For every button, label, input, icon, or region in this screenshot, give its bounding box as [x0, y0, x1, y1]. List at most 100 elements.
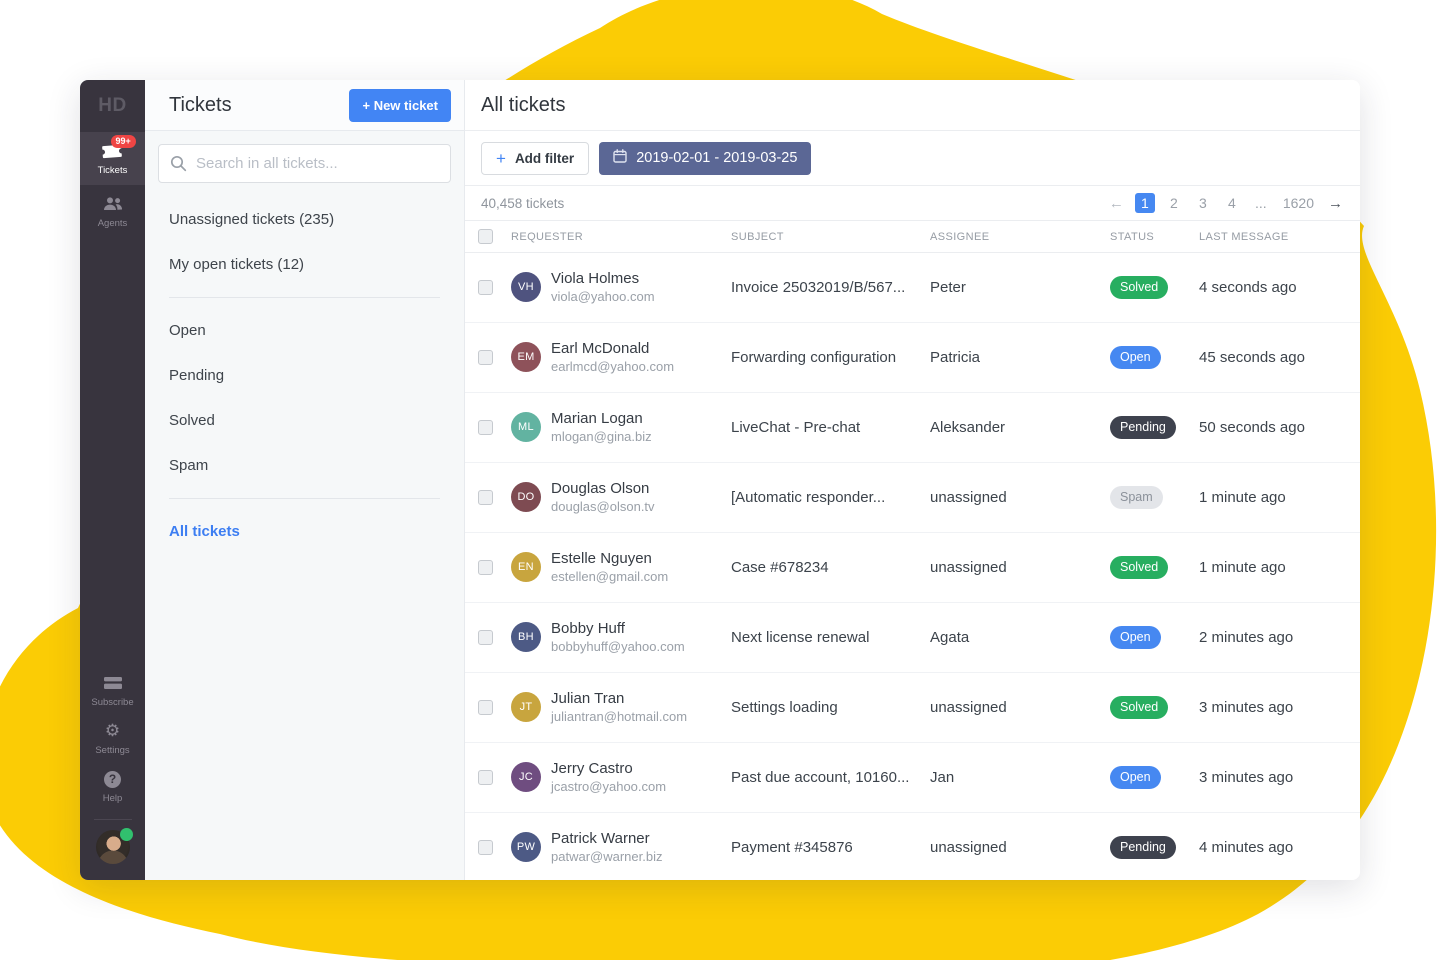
nav-item-agents[interactable]: Agents	[80, 185, 145, 238]
nav-item-help[interactable]: ? Help	[80, 763, 145, 811]
table-row[interactable]: ML Marian Logan mlogan@gina.biz LiveChat…	[465, 393, 1360, 463]
sidebar-item-open[interactable]: Open	[169, 322, 206, 339]
requester-avatar: EN	[511, 552, 541, 583]
requester-avatar: JC	[511, 762, 541, 793]
last-message-time: 3 minutes ago	[1199, 769, 1294, 786]
ticket-subject: Past due account, 10160...	[731, 769, 910, 786]
nav-item-label: Subscribe	[91, 697, 134, 708]
requester-name: Bobby Huff	[551, 620, 625, 638]
row-checkbox[interactable]	[478, 700, 493, 715]
plus-icon: +	[496, 148, 506, 168]
table-row[interactable]: BH Bobby Huff bobbyhuff@yahoo.com Next l…	[465, 603, 1360, 673]
ticket-subject: Forwarding configuration	[731, 349, 897, 366]
subscribe-card-icon	[103, 674, 123, 692]
row-checkbox[interactable]	[478, 840, 493, 855]
nav-item-settings[interactable]: ⚙ Settings	[80, 715, 145, 763]
select-all-checkbox[interactable]	[478, 229, 493, 244]
row-checkbox[interactable]	[478, 630, 493, 645]
ticket-subject: [Automatic responder...	[731, 489, 886, 506]
requester-avatar: EM	[511, 342, 541, 373]
main-content: All tickets + Add filter	[465, 80, 1360, 880]
row-checkbox[interactable]	[478, 420, 493, 435]
row-checkbox[interactable]	[478, 350, 493, 365]
ticket-subject: Invoice 25032019/B/567...	[731, 279, 906, 296]
ticket-subject: Payment #345876	[731, 839, 853, 856]
date-range-filter[interactable]: 2019-02-01 - 2019-03-25	[599, 141, 812, 175]
calendar-icon	[613, 149, 627, 167]
page-button-4[interactable]: 4	[1227, 195, 1236, 211]
table-row[interactable]: EM Earl McDonald earlmcd@yahoo.com Forwa…	[465, 323, 1360, 393]
nav-item-subscribe[interactable]: Subscribe	[80, 667, 145, 715]
ticket-subject: Next license renewal	[731, 629, 870, 646]
table-row[interactable]: PW Patrick Warner patwar@warner.biz Paym…	[465, 813, 1360, 880]
last-message-time: 4 seconds ago	[1199, 279, 1297, 296]
help-icon: ?	[104, 770, 121, 788]
column-header-assignee: ASSIGNEE	[930, 230, 990, 243]
status-badge: Pending	[1110, 416, 1176, 439]
page-button-2[interactable]: 2	[1169, 195, 1178, 211]
requester-name: Julian Tran	[551, 690, 625, 708]
requester-email: estellen@gmail.com	[551, 568, 669, 584]
row-checkbox[interactable]	[478, 280, 493, 295]
page-button-3[interactable]: 3	[1198, 195, 1207, 211]
sidebar-item-solved[interactable]: Solved	[169, 412, 215, 429]
status-badge: Open	[1110, 346, 1161, 369]
search-icon	[170, 155, 187, 177]
status-badge: Pending	[1110, 836, 1176, 859]
ticket-assignee: Agata	[930, 629, 970, 646]
add-filter-button[interactable]: + Add filter	[481, 141, 590, 175]
requester-email: juliantran@hotmail.com	[551, 708, 688, 724]
ticket-table-body: VH Viola Holmes viola@yahoo.com Invoice …	[465, 253, 1360, 880]
status-badge: Open	[1110, 766, 1161, 789]
date-range-label: 2019-02-01 - 2019-03-25	[636, 150, 798, 166]
row-checkbox[interactable]	[478, 560, 493, 575]
requester-email: earlmcd@yahoo.com	[551, 358, 675, 374]
ticket-assignee: unassigned	[930, 699, 1007, 716]
row-checkbox[interactable]	[478, 770, 493, 785]
sidebar-item-spam[interactable]: Spam	[169, 457, 209, 474]
sidebar-item-pending[interactable]: Pending	[169, 367, 225, 384]
ticket-assignee: Patricia	[930, 349, 981, 366]
requester-email: douglas@olson.tv	[551, 498, 655, 514]
page-button-1[interactable]: 1	[1134, 193, 1155, 213]
ticket-assignee: Peter	[930, 279, 966, 296]
pagination: ← 1 2 3 4 ... 1620 →	[1107, 193, 1345, 213]
requester-name: Jerry Castro	[551, 760, 633, 778]
table-row[interactable]: JT Julian Tran juliantran@hotmail.com Se…	[465, 673, 1360, 743]
ticket-assignee: Aleksander	[930, 419, 1006, 436]
filter-toolbar: + Add filter 2019-02-01 - 2019-03-25	[465, 131, 1360, 186]
gear-icon: ⚙	[104, 721, 121, 740]
prev-page-arrow[interactable]: ←	[1108, 194, 1124, 212]
new-ticket-button[interactable]: + New ticket	[349, 88, 451, 122]
search-input[interactable]	[158, 144, 451, 183]
requester-avatar: PW	[511, 832, 541, 863]
requester-email: bobbyhuff@yahoo.com	[551, 638, 685, 654]
helpdesk-app-window: HD 99+ Tickets	[80, 80, 1360, 880]
sidebar-item-all-tickets[interactable]: All tickets	[169, 523, 240, 540]
page-button-last[interactable]: 1620	[1282, 195, 1314, 211]
sidebar-item-unassigned-tickets[interactable]: Unassigned tickets (235)	[169, 211, 335, 228]
table-row[interactable]: EN Estelle Nguyen estellen@gmail.com Cas…	[465, 533, 1360, 603]
requester-email: patwar@warner.biz	[551, 848, 663, 864]
nav-item-tickets[interactable]: 99+ Tickets	[80, 132, 145, 185]
column-header-status: STATUS	[1110, 230, 1155, 243]
status-badge: Solved	[1110, 556, 1169, 579]
row-checkbox[interactable]	[478, 490, 493, 505]
next-page-arrow[interactable]: →	[1328, 194, 1343, 212]
tickets-sidebar-header: Tickets + New ticket	[145, 80, 464, 131]
ticket-assignee: unassigned	[930, 839, 1007, 856]
table-header-row: REQUESTER SUBJECT ASSIGNEE STATUS LAST M…	[465, 221, 1360, 253]
requester-name: Patrick Warner	[551, 830, 650, 848]
status-badge: Solved	[1110, 276, 1169, 299]
table-row[interactable]: DO Douglas Olson douglas@olson.tv [Autom…	[465, 463, 1360, 533]
table-row[interactable]: JC Jerry Castro jcastro@yahoo.com Past d…	[465, 743, 1360, 813]
table-row[interactable]: VH Viola Holmes viola@yahoo.com Invoice …	[465, 253, 1360, 323]
add-filter-label: Add filter	[514, 150, 575, 166]
ticket-assignee: Jan	[930, 769, 955, 786]
requester-name: Marian Logan	[551, 410, 643, 428]
sidebar-item-my-open-tickets[interactable]: My open tickets (12)	[169, 256, 305, 273]
last-message-time: 1 minute ago	[1199, 559, 1286, 576]
user-avatar[interactable]	[95, 828, 133, 864]
nav-item-label: Settings	[95, 745, 130, 756]
